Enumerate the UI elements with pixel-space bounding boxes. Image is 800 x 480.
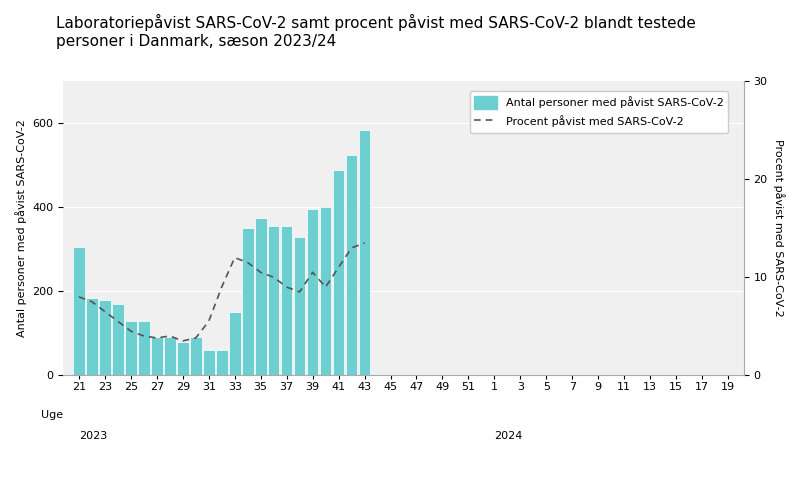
Bar (294, 237, 306, 375)
Bar (358, 130, 370, 375)
Bar (281, 226, 293, 375)
Text: Uge: Uge (41, 410, 63, 420)
Y-axis label: Antal personer med påvist SARS-CoV-2: Antal personer med påvist SARS-CoV-2 (15, 120, 27, 337)
Bar (203, 350, 214, 375)
Bar (216, 350, 227, 375)
Bar (346, 155, 358, 375)
Bar (164, 337, 176, 375)
Bar (125, 321, 137, 375)
Bar (268, 226, 279, 375)
Text: 2023: 2023 (79, 431, 107, 441)
Bar (255, 218, 266, 375)
Bar (99, 300, 110, 375)
Legend: Antal personer med påvist SARS-CoV-2, Procent påvist med SARS-CoV-2: Antal personer med påvist SARS-CoV-2, Pr… (470, 91, 728, 133)
Bar (190, 337, 202, 375)
Bar (242, 228, 254, 375)
Bar (306, 209, 318, 375)
Bar (177, 342, 189, 375)
Bar (73, 247, 85, 375)
Bar (86, 298, 98, 375)
Bar (112, 304, 124, 375)
Bar (138, 321, 150, 375)
Text: 2024: 2024 (494, 431, 522, 441)
Bar (229, 312, 241, 375)
Y-axis label: Procent påvist med SARS-CoV-2: Procent påvist med SARS-CoV-2 (773, 139, 785, 317)
Bar (320, 207, 331, 375)
Bar (333, 169, 345, 375)
Bar (151, 337, 162, 375)
Text: Laboratoriepåvist SARS-CoV-2 samt procent påvist med SARS-CoV-2 blandt testede
p: Laboratoriepåvist SARS-CoV-2 samt procen… (56, 14, 696, 49)
